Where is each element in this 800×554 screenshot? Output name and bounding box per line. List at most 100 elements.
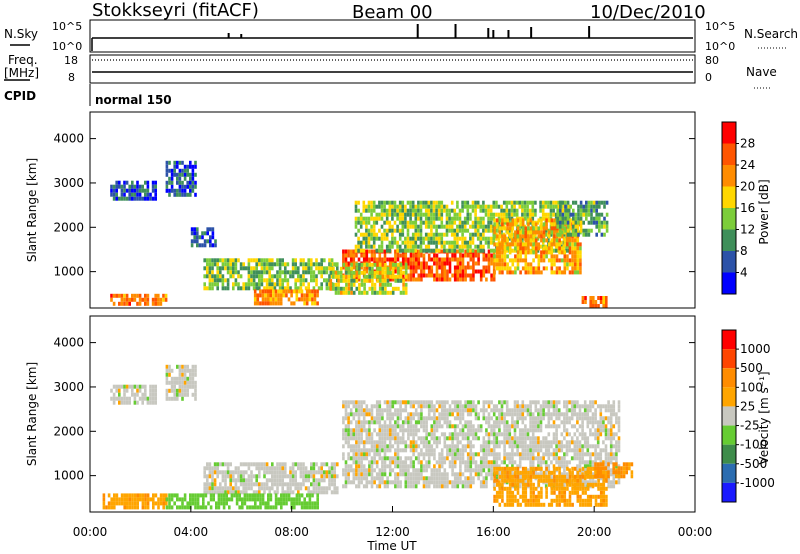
heatmap-cell [194,368,197,373]
heatmap-cell [505,432,509,437]
heatmap-cell [544,400,548,405]
heatmap-cell [173,172,176,177]
heatmap-cell [419,236,423,241]
heatmap-cell [427,400,431,405]
heatmap-cell [399,404,402,409]
heatmap-cell [489,216,493,221]
heatmap-cell [125,196,129,201]
heatmap-cell [550,400,553,405]
heatmap-cell [571,238,574,243]
heatmap-cell [563,250,567,255]
heatmap-cell [154,501,158,506]
heatmap-cell [458,236,462,241]
heatmap-cell [603,200,606,205]
heatmap-cell [417,444,421,449]
heatmap-cell [355,460,358,465]
heatmap-cell [456,244,459,249]
heatmap-cell [394,420,397,425]
heatmap-cell [242,286,245,291]
heatmap-cell [245,482,248,487]
heatmap-cell [563,436,566,441]
heatmap-cell [427,248,431,253]
heatmap-cell [500,212,503,217]
heatmap-cell [604,416,608,421]
heatmap-cell [493,270,496,275]
heatmap-cell [323,270,326,275]
heatmap-cell [404,400,408,405]
heatmap-cell [268,262,271,267]
heatmap-cell [445,216,449,221]
heatmap-cell [555,404,558,409]
heatmap-cell [399,436,402,441]
heatmap-cell [456,440,460,445]
heatmap-cell [425,476,428,481]
heatmap-cell [609,404,613,409]
heatmap-cell [560,412,564,417]
heatmap-cell [448,257,452,262]
heatmap-cell [268,466,271,471]
heatmap-cell [208,266,212,271]
heatmap-cell [479,448,483,453]
heatmap-cell [453,269,457,274]
heatmap-cell [451,412,454,417]
heatmap-cell [466,261,470,266]
heatmap-cell [194,180,197,185]
heatmap-cell [399,412,402,417]
heatmap-cell [221,478,225,483]
heatmap-cell [131,388,134,393]
heatmap-cell [313,301,317,306]
heatmap-cell [260,262,264,267]
heatmap-cell [605,200,609,205]
heatmap-cell [414,456,418,461]
heatmap-cell [320,474,323,479]
heatmap-cell [414,468,418,473]
heatmap-cell [409,480,413,485]
heatmap-cell [466,208,470,213]
heatmap-cell [443,408,447,413]
heatmap-cell [420,265,423,270]
heatmap-cell [349,432,353,437]
heatmap-cell [284,278,287,283]
heatmap-cell [394,265,397,270]
heatmap-cell [545,250,548,255]
heatmap-cell [417,257,421,262]
heatmap-cell [456,261,460,266]
heatmap-cell [492,428,496,433]
heatmap-cell [589,444,592,449]
heatmap-cell [352,476,356,481]
heatmap-cell [399,290,403,295]
heatmap-cell [312,462,316,467]
heatmap-cell [450,248,454,253]
heatmap-cell [518,460,522,465]
heatmap-cell [170,388,174,393]
heatmap-cell [461,257,465,262]
heatmap-cell [469,432,473,437]
heatmap-cell [370,408,374,413]
heatmap-cell [566,216,570,221]
heatmap-cell [191,172,195,177]
heatmap-cell [598,216,601,221]
heatmap-cell [430,448,434,453]
heatmap-cell [278,282,282,287]
heatmap-cell [440,472,444,477]
heatmap-cell [508,408,512,413]
heatmap-cell [388,257,392,262]
heatmap-cell [560,234,564,239]
heatmap-cell [146,192,150,197]
heatmap-cell [265,258,269,263]
heatmap-cell [354,248,358,253]
heatmap-cell [409,220,412,225]
heatmap-cell [482,412,486,417]
heatmap-cell [544,460,548,465]
heatmap-cell [203,239,207,244]
heatmap-cell [502,212,506,217]
heatmap-cell [566,242,569,247]
heatmap-cell [508,200,511,205]
heatmap-cell [570,404,574,409]
heatmap-cell [409,444,413,449]
heatmap-cell [547,212,550,217]
heatmap-cell [191,184,195,189]
heatmap-cell [574,228,578,233]
freq-label: Freq. [8,53,38,67]
heatmap-cell [565,416,569,421]
